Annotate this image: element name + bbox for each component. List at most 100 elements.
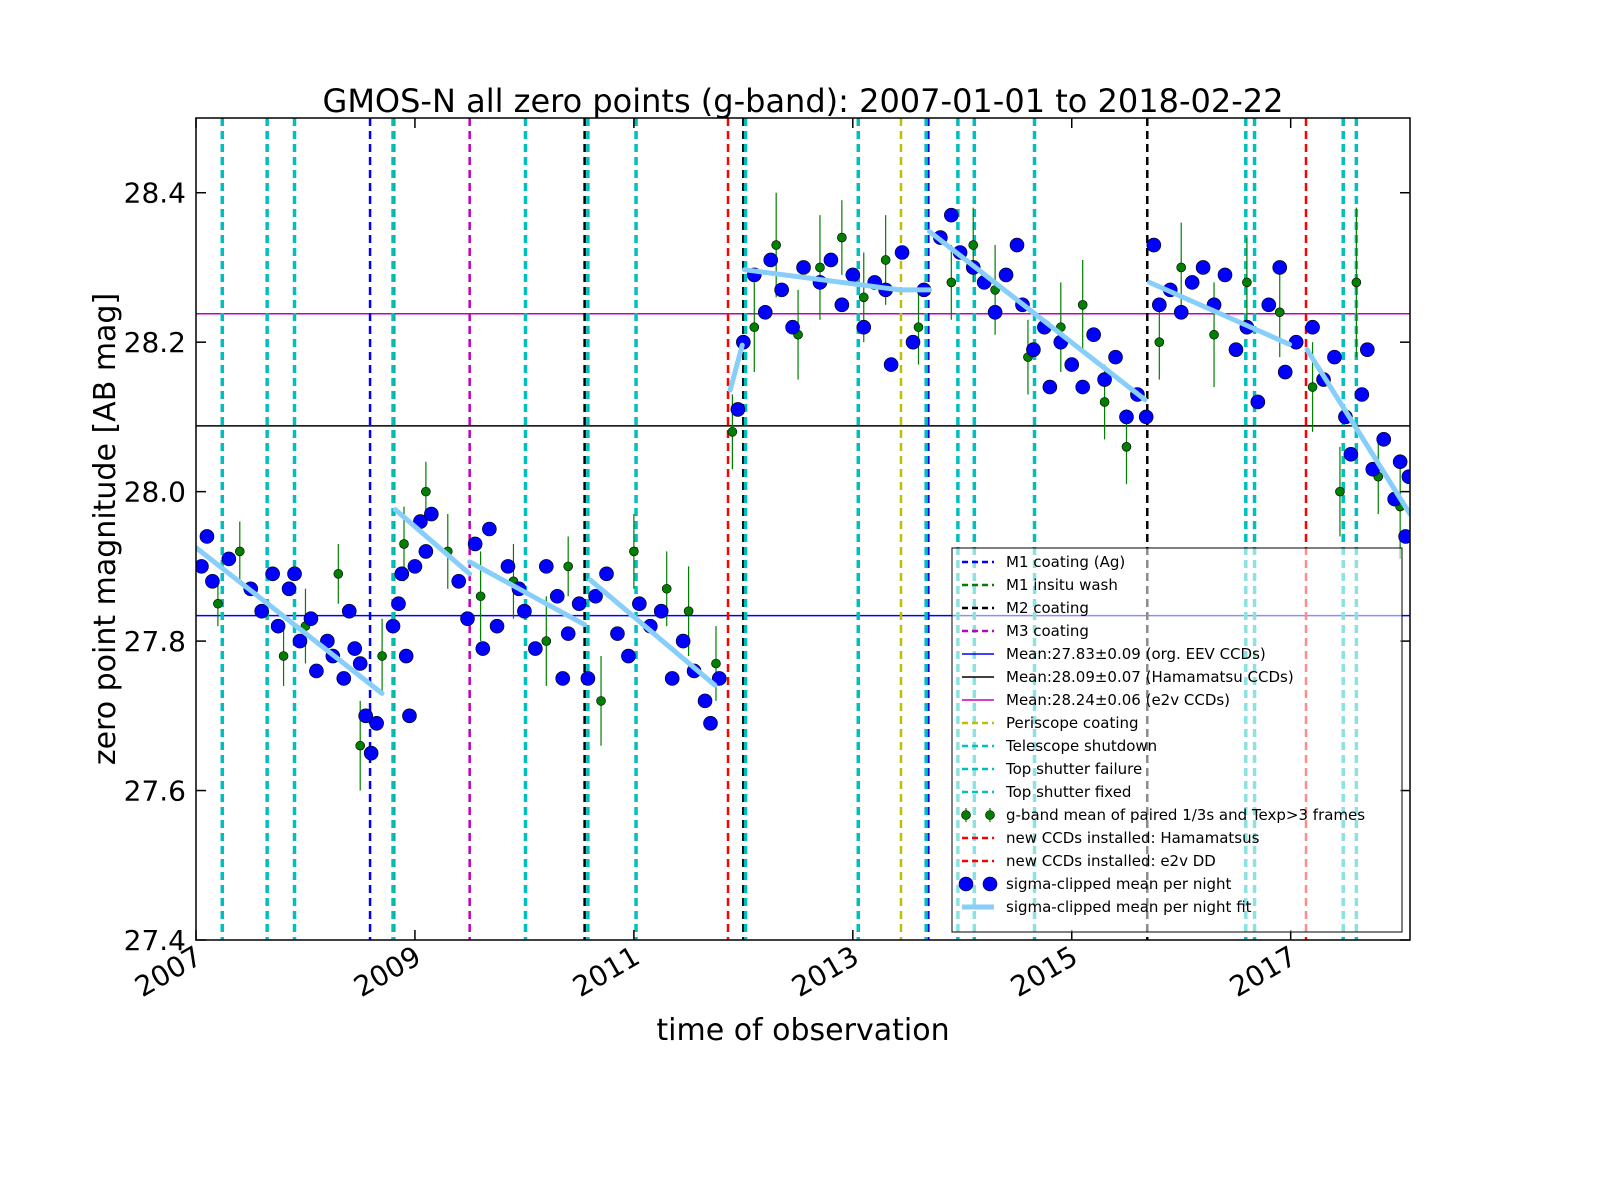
night-mean-point [1398, 529, 1410, 544]
plot-frame [195, 117, 1411, 941]
legend-label: sigma-clipped mean per night fit [1006, 898, 1252, 916]
g-band-point [1307, 382, 1318, 392]
night-mean-point [580, 671, 596, 686]
legend-label: M2 coating [1006, 599, 1089, 617]
night-mean-point [1064, 357, 1080, 372]
night-mean-point [270, 618, 286, 634]
x-tick-label: 2015 [1005, 939, 1083, 1003]
night-mean-point [883, 357, 899, 372]
night-mean-point [418, 544, 434, 559]
g-band-point [749, 322, 760, 333]
night-mean-point [1401, 469, 1410, 484]
night-mean-point [944, 207, 959, 223]
legend-box [951, 547, 1403, 933]
night-mean-point [385, 618, 401, 634]
night-mean-point [785, 319, 800, 335]
night-mean-point [697, 693, 713, 709]
night-mean-point [489, 618, 505, 634]
night-mean-point [205, 574, 220, 589]
legend-label: new CCDs installed: Hamamatsus [1006, 829, 1260, 847]
legend-swatch [985, 810, 995, 820]
g-band-point [1121, 441, 1132, 452]
night-mean-point [352, 656, 368, 671]
night-mean-point [341, 603, 357, 619]
night-mean-point [757, 304, 773, 320]
legend-swatch [982, 876, 998, 892]
night-mean-point [599, 566, 614, 582]
night-mean-point [653, 603, 669, 619]
fit-line [196, 545, 385, 696]
night-mean-point [254, 603, 269, 619]
g-band-point [913, 322, 924, 333]
night-mean-point [763, 252, 779, 268]
night-mean-point [1360, 342, 1375, 357]
night-mean-point [517, 603, 532, 619]
night-mean-point [391, 596, 406, 612]
night-mean-point [987, 304, 1003, 320]
night-mean-point [292, 633, 308, 649]
night-mean-point [1075, 379, 1090, 395]
g-band-point [727, 427, 738, 437]
g-band-point [1209, 329, 1219, 340]
night-mean-point [796, 260, 811, 275]
night-mean-point [394, 566, 410, 582]
g-band-point [1176, 262, 1187, 273]
legend-label: Periscope coating [1006, 714, 1139, 732]
x-axis-label: time of observation [656, 1013, 949, 1048]
night-mean-point [538, 559, 554, 574]
night-mean-point [1272, 260, 1288, 275]
g-band-point [968, 240, 979, 250]
g-band-point [421, 486, 431, 497]
g-band-point [213, 598, 223, 609]
night-mean-point [1392, 454, 1408, 470]
night-mean-point [549, 588, 565, 604]
night-mean-point [1146, 237, 1162, 253]
night-mean-point [281, 581, 297, 597]
night-mean-point [621, 648, 636, 664]
g-band-point [858, 292, 869, 303]
night-mean-point [1184, 275, 1200, 290]
night-mean-point [467, 536, 483, 552]
legend-label: Top shutter failure [1005, 760, 1142, 778]
g-band-point [278, 651, 289, 661]
g-band-point [399, 539, 409, 549]
g-band-point [234, 546, 245, 557]
night-mean-point [1173, 304, 1189, 320]
y-tick-label: 28.2 [124, 326, 186, 359]
night-mean-point [309, 663, 324, 679]
fit-line [1304, 347, 1410, 517]
night-mean-point [1250, 394, 1266, 410]
g-band-point [661, 583, 672, 594]
night-mean-point [1288, 334, 1304, 350]
g-band-point [333, 569, 344, 579]
legend-label: Mean:27.83±0.09 (org. EEV CCDs) [1006, 645, 1266, 663]
night-mean-point [1042, 379, 1058, 395]
night-mean-point [1354, 387, 1370, 402]
y-tick-label: 27.4 [124, 924, 186, 957]
g-band-point [711, 658, 721, 669]
night-mean-point [675, 633, 691, 649]
night-mean-point [407, 559, 423, 574]
night-mean-point [1195, 260, 1211, 275]
night-mean-point [711, 671, 727, 686]
night-mean-point [1152, 297, 1167, 313]
night-mean-point [196, 559, 209, 574]
night-mean-point [221, 551, 237, 567]
legend-label: g-band mean of paired 1/3s and Texp>3 fr… [1006, 806, 1365, 824]
g-band-point [1154, 337, 1165, 347]
chart-title: GMOS-N all zero points (g-band): 2007-01… [323, 82, 1284, 120]
night-mean-point [199, 529, 215, 544]
night-mean-point [528, 641, 543, 656]
night-mean-point [369, 715, 384, 731]
legend-label: new CCDs installed: e2v DD [1006, 852, 1216, 870]
night-mean-point [632, 596, 647, 612]
night-mean-point [451, 574, 467, 589]
y-tick-label: 27.8 [124, 625, 186, 658]
legend-swatch [958, 876, 974, 892]
legend-label: Mean:28.09±0.07 (Hamamatsu CCDs) [1006, 668, 1294, 686]
g-band-point [475, 591, 486, 602]
fit-line [1146, 279, 1293, 347]
legend-label: M1 insitu wash [1006, 576, 1118, 594]
g-band-point [629, 546, 639, 557]
